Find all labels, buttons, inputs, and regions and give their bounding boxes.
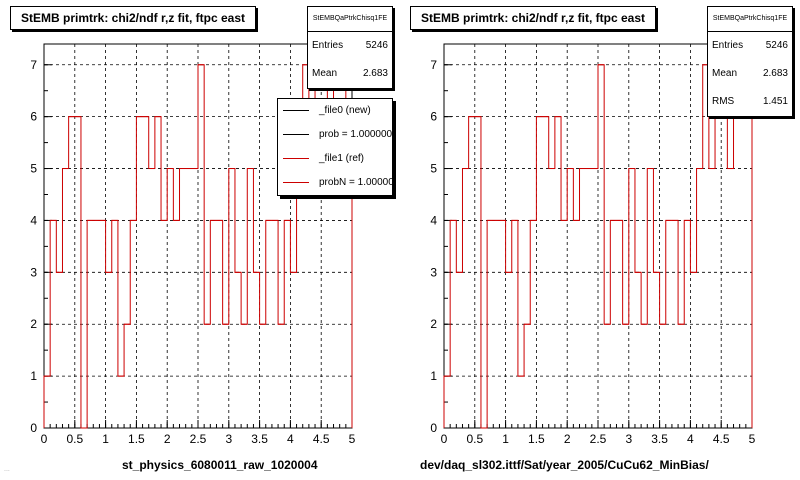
legend-entry-file0: _file0 (new) — [278, 99, 392, 123]
x-tick-label: 2 — [164, 432, 171, 446]
y-tick-label: 2 — [430, 317, 437, 331]
left-histogram-panel: 0 0.5 1 1.5 2 2.5 3 3.5 4 4.5 5 0 1 2 3 4 5 6 7 StEMB prim… — [4, 6, 393, 473]
y-tick-label: 6 — [430, 110, 437, 124]
x-tick-label: 5 — [349, 432, 356, 446]
y-tick-label: 6 — [30, 110, 37, 124]
right-stats-name: StEMBQaPtrkChisq1FE — [708, 7, 792, 32]
left-stats-box: StEMBQaPtrkChisq1FE Entries 5246 Mean 2.… — [307, 6, 393, 89]
right-stats-mean-label: Mean — [712, 68, 738, 79]
legend-label-prob: prob = 1.000000 — [319, 129, 393, 140]
right-stats-rms-label: RMS — [712, 96, 735, 107]
x-tick-label: 3 — [225, 432, 232, 446]
x-tick-label: 4 — [687, 432, 694, 446]
y-tick-label: 0 — [30, 421, 37, 435]
right-stats-rms-row: RMS 1.451 — [708, 88, 792, 116]
left-x-footer-label: st_physics_6080011_raw_1020004 — [122, 458, 318, 472]
legend-label-file0: _file0 (new) — [319, 105, 371, 116]
right-stats-mean-row: Mean 2.683 — [708, 60, 792, 88]
x-tick-label: 3.5 — [651, 432, 668, 446]
y-tick-label: 7 — [30, 58, 37, 72]
x-tick-label: 1 — [102, 432, 109, 446]
histogram-series-line — [443, 64, 753, 429]
y-tick-label: 7 — [430, 58, 437, 72]
legend-entry-prob: prob = 1.000000 — [278, 123, 392, 147]
left-stats-entries-label: Entries — [312, 40, 344, 51]
x-tick-label: 0 — [41, 432, 48, 446]
left-histogram-chart: 0 0.5 1 1.5 2 2.5 3 3.5 4 4.5 5 0 1 2 3 4 5 6 7 — [30, 43, 356, 446]
legend-line-file0 — [283, 110, 309, 111]
legend-entry-probn: probN = 1.000000 — [278, 171, 392, 195]
left-plot-title: StEMB primtrk: chi2/ndf r,z fit, ftpc ea… — [10, 6, 257, 30]
right-stats-rms-value: 1.451 — [762, 96, 788, 107]
right-stats-entries-label: Entries — [712, 40, 744, 51]
right-histogram-panel: 0 0.5 1 1.5 2 2.5 3 3.5 4 4.5 5 0 1 2 3 4 5 6 7 StEMB prim… — [400, 0, 800, 480]
legend-line-file1 — [283, 158, 309, 159]
x-tick-label: 3 — [625, 432, 632, 446]
legend-line-probn — [283, 182, 309, 183]
x-tick-label: 3.5 — [251, 432, 268, 446]
left-stats-entries-row: Entries 5246 — [308, 32, 392, 60]
left-stats-mean-label: Mean — [312, 68, 338, 79]
y-tick-label: 4 — [430, 213, 437, 227]
left-stats-mean-row: Mean 2.683 — [308, 60, 392, 88]
y-tick-label: 1 — [30, 369, 37, 383]
right-plot-title: StEMB primtrk: chi2/ndf r,z fit, ftpc ea… — [410, 6, 657, 30]
left-stats-mean-value: 2.683 — [362, 68, 388, 79]
y-tick-label: 5 — [430, 162, 437, 176]
right-stats-mean-value: 2.683 — [762, 68, 788, 79]
right-x-footer-label: dev/daq_sl302.ittf/Sat/year_2005/CuCu62_… — [420, 458, 709, 472]
right-stats-box: StEMBQaPtrkChisq1FE Entries 5246 Mean 2.… — [707, 6, 793, 117]
y-tick-label: 3 — [430, 265, 437, 279]
y-tick-label: 2 — [30, 317, 37, 331]
right-stats-entries-value: 5246 — [765, 40, 788, 51]
x-tick-label: 2 — [564, 432, 571, 446]
y-tick-label: 1 — [430, 369, 437, 383]
x-tick-label: 4.5 — [713, 432, 730, 446]
x-tick-label: 5 — [749, 432, 756, 446]
legend-label-probn: probN = 1.000000 — [319, 177, 393, 188]
right-histogram-chart: 0 0.5 1 1.5 2 2.5 3 3.5 4 4.5 5 0 1 2 3 4 5 6 7 — [430, 43, 756, 446]
y-tick-label: 0 — [430, 421, 437, 435]
x-tick-label: 1 — [502, 432, 509, 446]
x-tick-label: 2.5 — [590, 432, 607, 446]
x-tick-label: 1.5 — [128, 432, 145, 446]
y-tick-label: 3 — [30, 265, 37, 279]
faint-stamp: ... — [4, 466, 10, 473]
legend-entry-file1: _file1 (ref) — [278, 147, 392, 171]
y-tick-label: 5 — [30, 162, 37, 176]
x-tick-label: 0 — [441, 432, 448, 446]
x-tick-label: 4.5 — [313, 432, 330, 446]
x-tick-label: 1.5 — [528, 432, 545, 446]
legend-label-file1: _file1 (ref) — [319, 153, 365, 164]
legend-box: _file0 (new) prob = 1.000000 _file1 (ref… — [277, 98, 393, 196]
x-tick-label: 2.5 — [190, 432, 207, 446]
right-stats-entries-row: Entries 5246 — [708, 32, 792, 60]
y-tick-label: 4 — [30, 213, 37, 227]
left-stats-entries-value: 5246 — [365, 40, 388, 51]
x-tick-label: 0.5 — [466, 432, 483, 446]
x-tick-label: 4 — [287, 432, 294, 446]
x-tick-label: 0.5 — [66, 432, 83, 446]
left-stats-name: StEMBQaPtrkChisq1FE — [308, 7, 392, 32]
legend-line-prob — [283, 134, 309, 135]
